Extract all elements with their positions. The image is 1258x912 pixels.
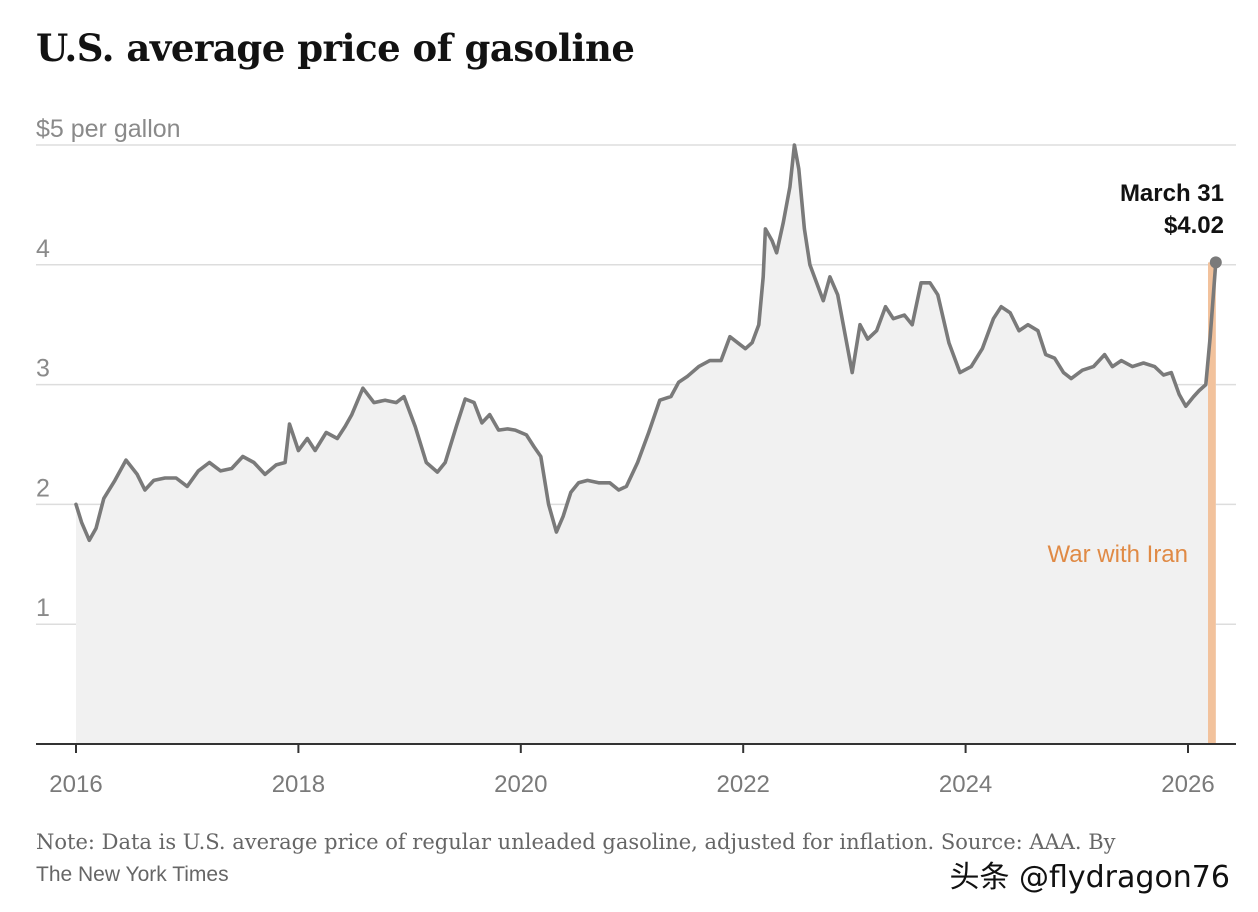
annotation-price: $4.02	[1164, 212, 1224, 239]
x-axis-ticks: 2016 2018 2020 2022 2024 2026	[49, 744, 1215, 798]
note-text: Note: Data is U.S. average price of regu…	[36, 830, 1116, 854]
y-tick-label-1: 1	[36, 594, 50, 622]
x-tick-label-2020: 2020	[494, 771, 547, 798]
chart-note: Note: Data is U.S. average price of regu…	[36, 826, 1226, 891]
y-tick-label-3: 3	[36, 355, 50, 383]
war-with-iran-label: War with Iran	[1048, 541, 1188, 568]
x-tick-label-2026: 2026	[1161, 771, 1214, 798]
x-tick-label-2016: 2016	[49, 771, 102, 798]
y-tick-label-5: $5 per gallon	[36, 115, 181, 143]
x-tick-label-2024: 2024	[939, 771, 992, 798]
chart-title: U.S. average price of gasoline	[36, 26, 635, 70]
price-line	[74, 143, 1218, 543]
x-tick-label-2018: 2018	[272, 771, 325, 798]
y-tick-label-2: 2	[36, 474, 50, 502]
latest-price-point	[1209, 256, 1222, 269]
annotation-date: March 31	[1120, 180, 1224, 207]
y-tick-label-4: 4	[36, 235, 50, 263]
x-tick-label-2022: 2022	[717, 771, 770, 798]
watermark: 头条 @flydragon76	[949, 860, 1230, 895]
note-byline: The New York Times	[36, 863, 229, 886]
war-with-iran-band	[1208, 262, 1216, 744]
y-axis-ticks: 1 2 3 4 $5 per gallon	[36, 115, 181, 622]
